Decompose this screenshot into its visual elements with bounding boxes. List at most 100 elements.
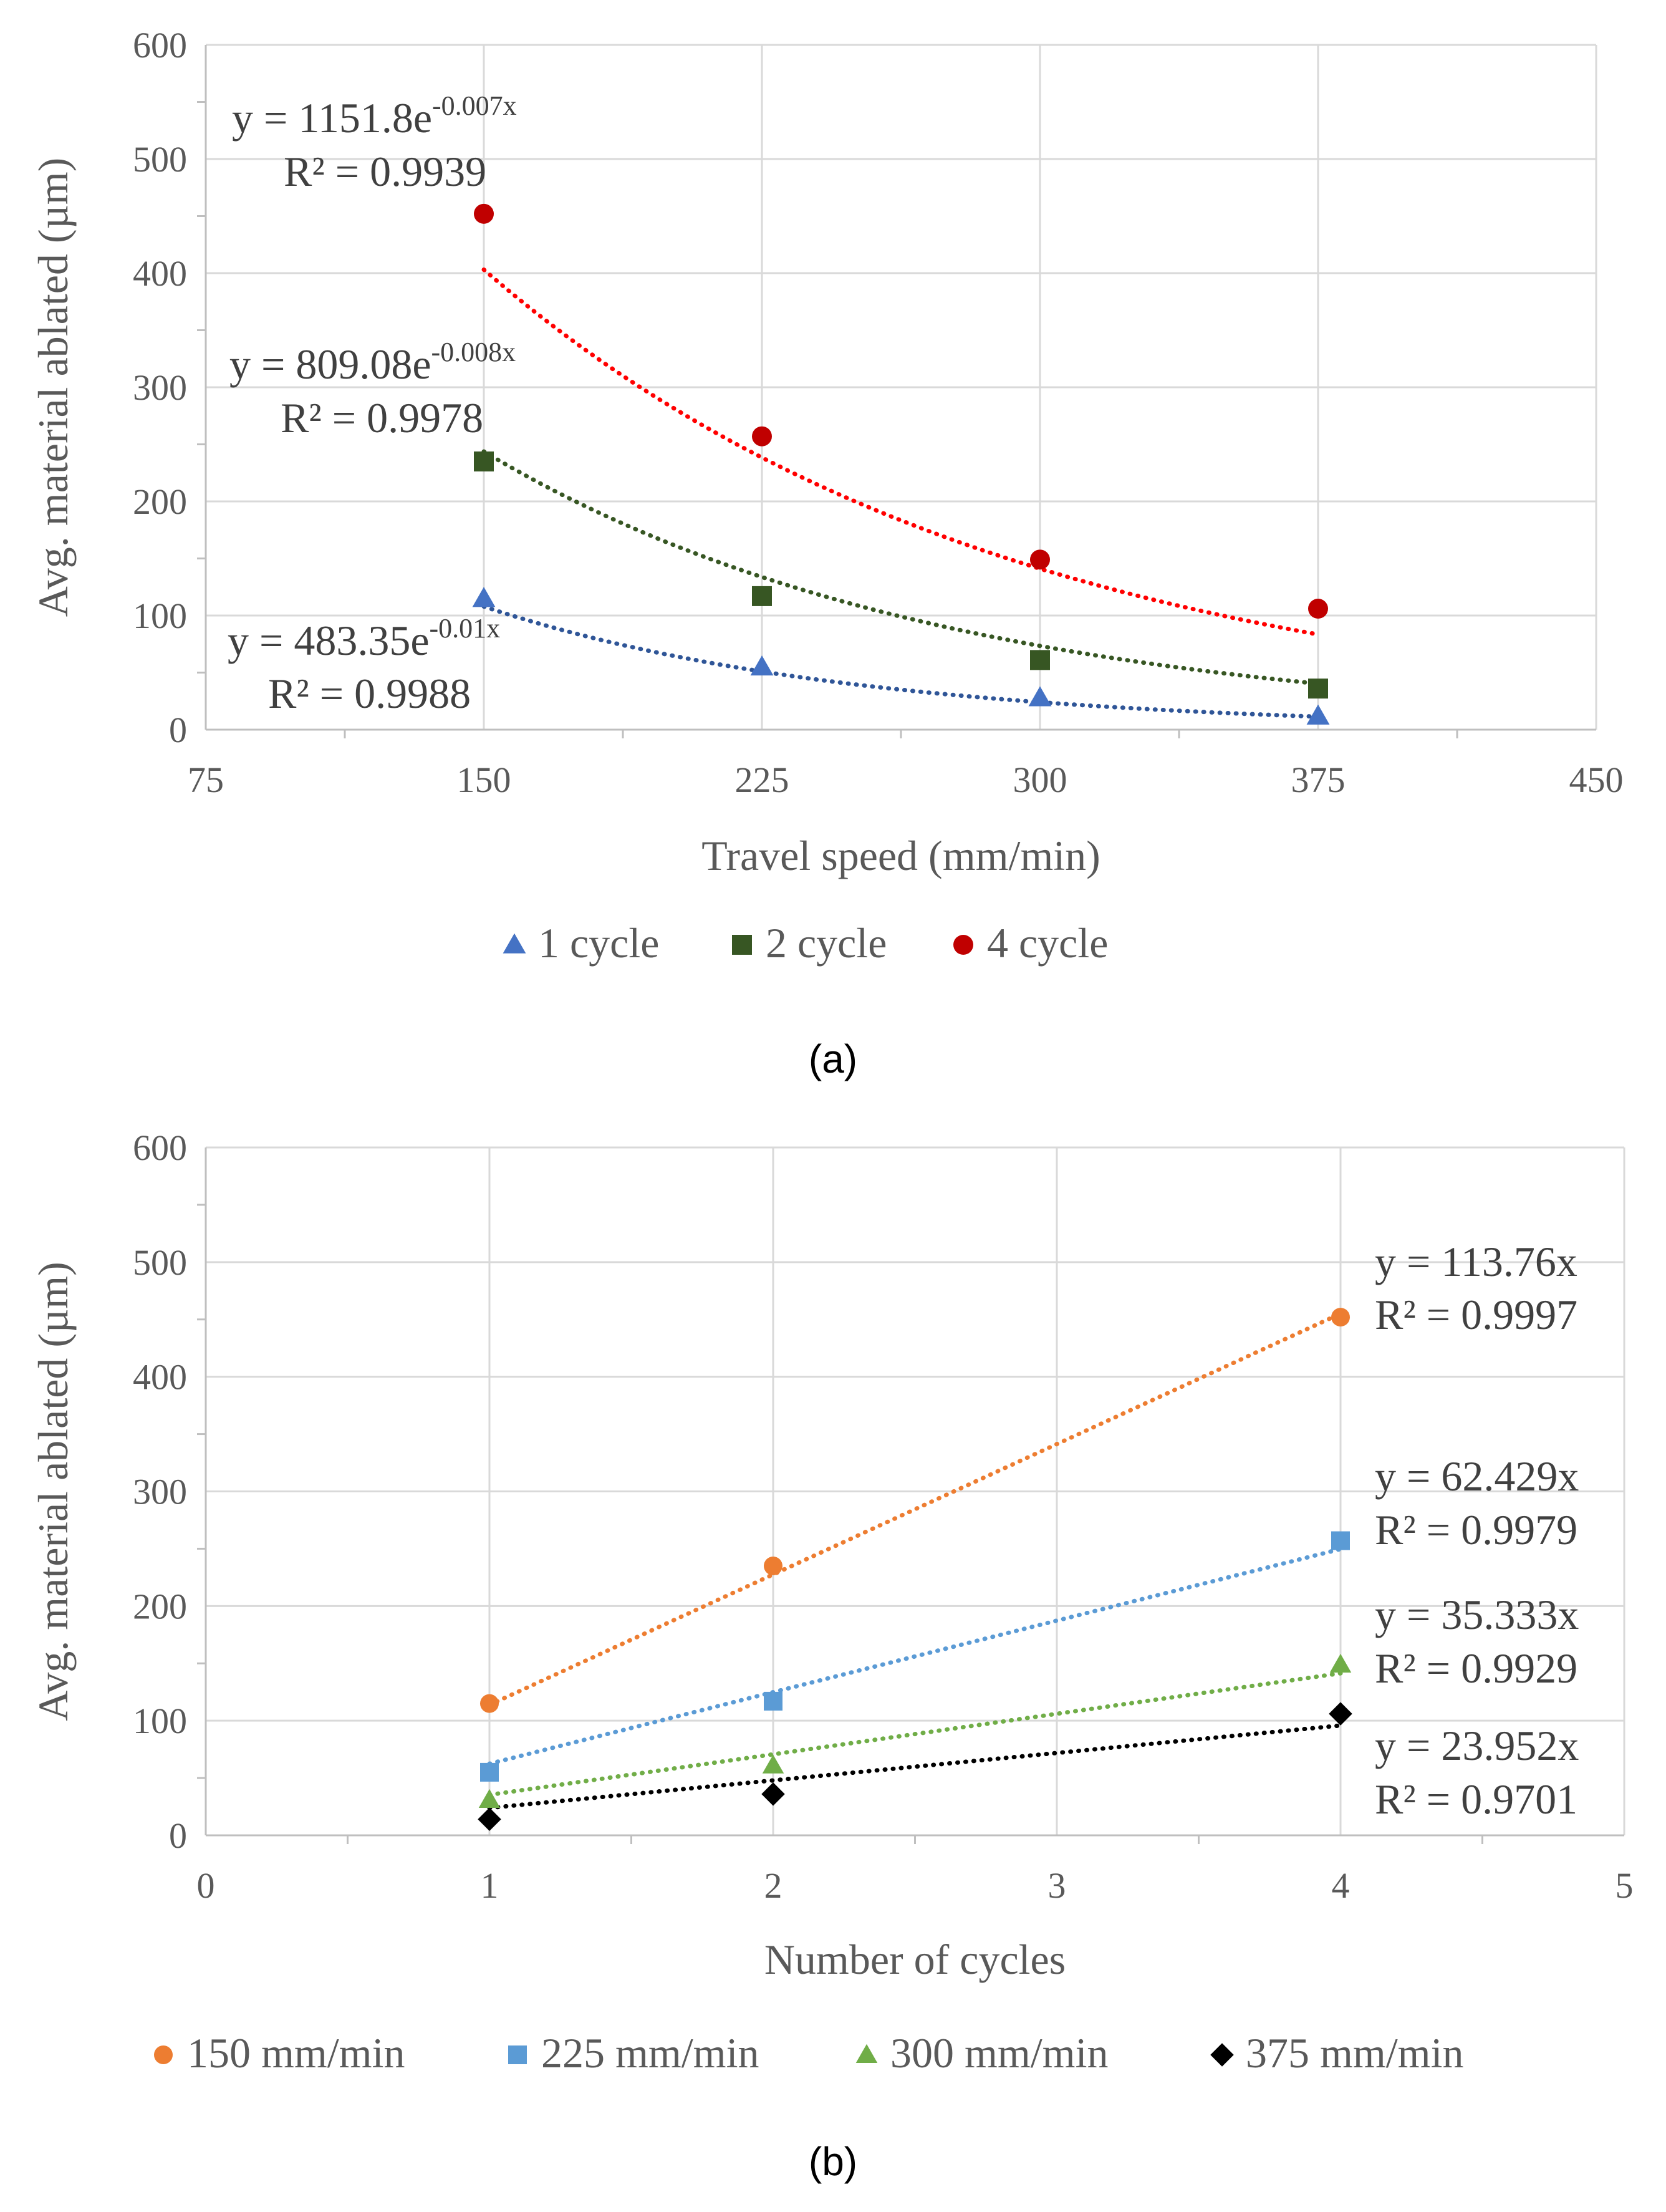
trendline-equation: y = 23.952x	[1375, 1722, 1579, 1769]
y-axis-title: Avg. material ablated (µm)	[29, 158, 77, 617]
y-axis-title: Avg. material ablated (µm)	[29, 1262, 77, 1721]
y-tick-label: 100	[133, 596, 187, 636]
data-point-series-1	[764, 1556, 782, 1575]
trendline-1	[481, 604, 1321, 719]
data-point-series-2	[764, 1691, 782, 1711]
data-point-series-1	[1028, 686, 1052, 707]
data-point-series-3	[478, 1789, 501, 1808]
y-tick-label: 300	[133, 1472, 187, 1512]
data-point-series-1	[1331, 1308, 1350, 1327]
y-tick-label: 0	[169, 710, 187, 750]
x-tick-label: 0	[197, 1865, 215, 1906]
legend-marker	[953, 935, 973, 955]
x-tick-label: 375	[1291, 760, 1346, 800]
equation-base: y = 809.08e	[229, 340, 431, 388]
data-point-series-3	[1308, 599, 1328, 619]
trendline-1	[487, 1311, 1343, 1707]
legend-label: 1 cycle	[538, 919, 659, 967]
trendline-r-squared: R² = 0.9979	[1375, 1506, 1577, 1553]
data-point-series-3	[752, 426, 772, 447]
trendline-equation: y = 113.76x	[1375, 1238, 1577, 1285]
panel-label: (a)	[809, 1036, 857, 1081]
x-tick-label: 2	[764, 1865, 782, 1906]
x-tick-label: 300	[1013, 760, 1067, 800]
y-tick-label: 600	[133, 1128, 187, 1168]
trendline-2	[487, 1547, 1343, 1766]
data-point-series-2	[1308, 679, 1328, 699]
x-tick-label: 75	[188, 760, 224, 800]
equation-base: y = 483.35e	[228, 617, 430, 664]
data-point-series-4	[1329, 1702, 1352, 1726]
data-point-series-1	[750, 655, 774, 676]
legend-marker	[1210, 2043, 1234, 2067]
trendline-equation: y = 809.08e-0.008x	[229, 337, 516, 388]
x-tick-label: 450	[1569, 760, 1624, 800]
data-point-series-1	[1306, 704, 1330, 725]
x-tick-label: 1	[481, 1865, 499, 1906]
legend-marker	[154, 2045, 173, 2064]
legend-marker	[855, 2044, 878, 2063]
x-axis-title: Number of cycles	[764, 1936, 1066, 1983]
data-point-series-2	[1331, 1531, 1350, 1550]
data-point-series-4	[761, 1782, 785, 1806]
trendline-equation: y = 62.429x	[1375, 1452, 1579, 1500]
trendline-r-squared: R² = 0.9978	[281, 394, 483, 442]
x-tick-label: 150	[457, 760, 511, 800]
data-point-series-2	[752, 586, 772, 606]
equation-exponent: -0.01x	[430, 613, 501, 644]
y-tick-label: 400	[133, 1357, 187, 1398]
y-tick-label: 500	[133, 1242, 187, 1283]
legend-label: 4 cycle	[987, 919, 1108, 967]
data-point-series-2	[1030, 650, 1050, 670]
legend-label: 150 mm/min	[187, 2029, 405, 2077]
trendline-equation: y = 35.333x	[1375, 1591, 1579, 1638]
legend-label: 300 mm/min	[890, 2029, 1108, 2077]
trendline-2	[481, 449, 1321, 686]
trendline-3	[481, 267, 1321, 637]
trendline-equation: y = 483.35e-0.01x	[228, 613, 500, 664]
trendline-r-squared: R² = 0.9939	[284, 148, 486, 195]
legend-marker	[503, 933, 526, 954]
y-tick-label: 500	[133, 139, 187, 180]
x-tick-label: 5	[1615, 1865, 1634, 1906]
x-tick-label: 4	[1332, 1865, 1350, 1906]
y-tick-label: 100	[133, 1701, 187, 1741]
equation-exponent: -0.007x	[432, 90, 517, 121]
trendline-equation: y = 1151.8e-0.007x	[232, 90, 517, 142]
trendline-r-squared: R² = 0.9929	[1375, 1645, 1577, 1692]
y-tick-label: 300	[133, 367, 187, 408]
trendline-4	[487, 1723, 1343, 1810]
trendline-r-squared: R² = 0.9997	[1375, 1291, 1577, 1338]
legend-marker	[732, 935, 752, 955]
data-point-series-2	[474, 451, 494, 471]
data-point-series-1	[472, 587, 496, 607]
panel-label: (b)	[809, 2139, 857, 2184]
legend-label: 2 cycle	[766, 919, 887, 967]
data-point-series-2	[480, 1762, 499, 1782]
y-tick-label: 600	[133, 25, 187, 65]
y-tick-label: 200	[133, 481, 187, 522]
equation-base: y = 1151.8e	[232, 94, 432, 142]
x-tick-label: 225	[735, 760, 789, 800]
legend-marker	[508, 2045, 527, 2064]
data-point-series-3	[1329, 1653, 1352, 1673]
y-tick-label: 200	[133, 1586, 187, 1626]
data-point-series-1	[480, 1694, 499, 1713]
legend-label: 225 mm/min	[541, 2029, 759, 2077]
legend-label: 375 mm/min	[1246, 2029, 1463, 2077]
data-point-series-3	[474, 203, 494, 224]
equation-exponent: -0.008x	[431, 337, 516, 367]
y-tick-label: 400	[133, 253, 187, 294]
x-axis-title: Travel speed (mm/min)	[701, 832, 1100, 879]
trendline-3	[487, 1671, 1343, 1797]
trendline-r-squared: R² = 0.9701	[1375, 1775, 1577, 1823]
chart-a: 75 150 225 300 375 450 0 100 200 300 400 500 600 Trav…	[29, 25, 1624, 1081]
chart-b: 0 1 2 3 4 5 0 100 200 300 400 500 600 Number of cycle…	[29, 1128, 1634, 2184]
x-tick-label: 3	[1048, 1865, 1066, 1906]
data-point-series-3	[762, 1754, 784, 1774]
y-tick-label: 0	[169, 1815, 187, 1856]
data-point-series-4	[478, 1807, 501, 1832]
trendline-r-squared: R² = 0.9988	[268, 670, 471, 717]
data-point-series-3	[1030, 549, 1050, 570]
